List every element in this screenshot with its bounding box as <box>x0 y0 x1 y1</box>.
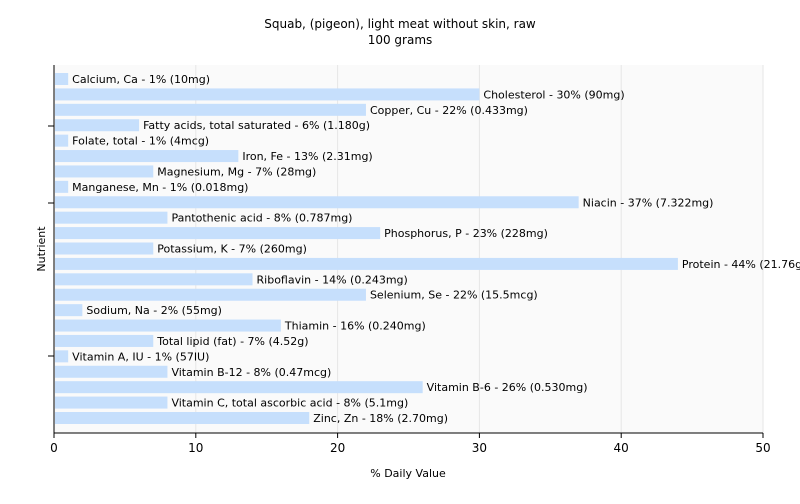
bar <box>55 88 480 101</box>
bar-label: Protein - 44% (21.76g) <box>682 258 800 271</box>
bar <box>55 319 281 332</box>
bar-label: Cholesterol - 30% (90mg) <box>483 88 624 101</box>
bar <box>55 334 154 347</box>
bar <box>55 165 154 178</box>
bar <box>55 119 140 132</box>
bar-label: Copper, Cu - 22% (0.433mg) <box>370 104 528 117</box>
x-tick-label: 30 <box>472 441 487 455</box>
bar-label: Fatty acids, total saturated - 6% (1.180… <box>143 119 370 132</box>
x-tick-label: 0 <box>50 441 58 455</box>
bar <box>55 73 69 85</box>
bar-label: Sodium, Na - 2% (55mg) <box>86 304 222 317</box>
bar-label: Vitamin B-6 - 26% (0.530mg) <box>427 381 588 394</box>
y-ticks <box>48 125 54 357</box>
x-tick-label: 50 <box>755 441 770 455</box>
bar <box>55 180 69 193</box>
bar <box>55 134 69 147</box>
bar-label: Folate, total - 1% (4mcg) <box>72 135 209 148</box>
bar <box>55 103 366 116</box>
bars: Calcium, Ca - 1% (10mg) Cholesterol - 30%… <box>55 73 800 425</box>
bar <box>55 211 168 224</box>
bar-label: Manganese, Mn - 1% (0.018mg) <box>72 181 248 194</box>
x-tick-label: 10 <box>188 441 203 455</box>
bar-label: Zinc, Zn - 18% (2.70mg) <box>313 412 448 425</box>
bar <box>55 350 69 363</box>
bar <box>55 381 423 394</box>
bar-label: Potassium, K - 7% (260mg) <box>157 243 307 256</box>
bar-label: Thiamin - 16% (0.240mg) <box>284 320 426 333</box>
bar-label: Iron, Fe - 13% (2.31mg) <box>242 150 372 163</box>
bar-label: Calcium, Ca - 1% (10mg) <box>72 73 210 86</box>
plot-background <box>54 65 763 433</box>
grid <box>195 65 764 433</box>
bar <box>55 227 381 240</box>
bar-label: Selenium, Se - 22% (15.5mcg) <box>370 289 538 302</box>
bar <box>55 150 239 163</box>
x-axis-label: % Daily Value <box>370 467 446 480</box>
bar <box>55 396 168 409</box>
bar <box>55 196 579 209</box>
bar-label: Magnesium, Mg - 7% (28mg) <box>157 165 316 178</box>
x-tick-label: 40 <box>614 441 629 455</box>
bar <box>55 304 83 317</box>
bar <box>55 288 366 301</box>
bar-label: Niacin - 37% (7.322mg) <box>583 196 714 209</box>
bar-label: Total lipid (fat) - 7% (4.52g) <box>156 335 308 348</box>
bar-label: Vitamin A, IU - 1% (57IU) <box>72 350 209 363</box>
bar <box>55 242 154 255</box>
bar-label: Phosphorus, P - 23% (228mg) <box>384 227 548 240</box>
bar-label: Vitamin B-12 - 8% (0.47mcg) <box>171 366 331 379</box>
bar <box>55 257 678 270</box>
y-axis-label: Nutrient <box>35 226 48 272</box>
bar-label: Pantothenic acid - 8% (0.787mg) <box>171 212 352 225</box>
chart-title: Squab, (pigeon), light meat without skin… <box>264 17 536 31</box>
bar <box>55 273 253 286</box>
x-tick-label: 20 <box>330 441 345 455</box>
bar-label: Vitamin C, total ascorbic acid - 8% (5.1… <box>171 397 408 410</box>
bar <box>55 365 168 378</box>
x-ticks: 0 10 20 30 40 50 <box>50 433 771 455</box>
chart-subtitle: 100 grams <box>368 33 433 47</box>
bar-label: Riboflavin - 14% (0.243mg) <box>257 273 408 286</box>
bar <box>55 412 310 424</box>
